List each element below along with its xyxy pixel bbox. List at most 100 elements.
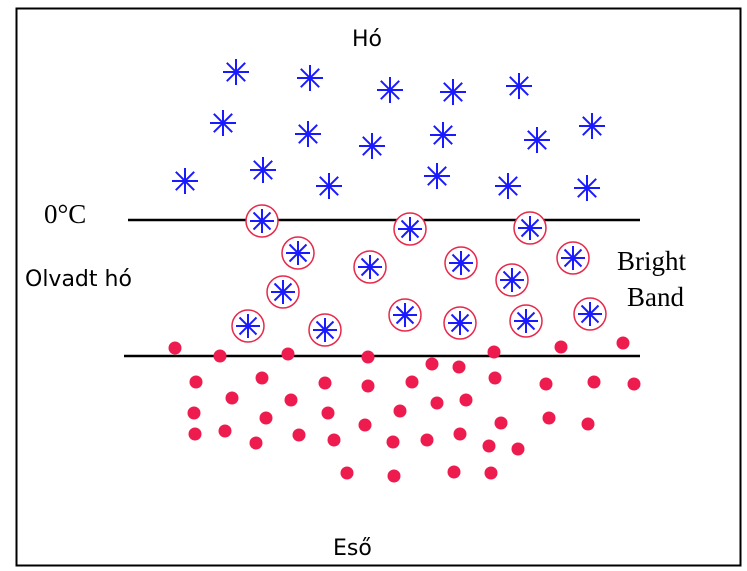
snowflake [358, 255, 382, 279]
snowflake [579, 113, 605, 139]
snowflake [271, 280, 295, 304]
particles [168, 59, 641, 483]
raindrop [361, 350, 375, 364]
snowflake-arm [380, 80, 400, 100]
snowflake [359, 133, 385, 159]
snowflake-arm [450, 313, 470, 333]
raindrop [425, 357, 439, 371]
snowflake [313, 318, 337, 342]
frame [15, 7, 742, 567]
snowflake [377, 77, 403, 103]
snowflake-arm [498, 176, 518, 196]
raindrop [284, 393, 298, 407]
raindrop [218, 424, 232, 438]
snowflake [172, 168, 198, 194]
raindrop [292, 428, 306, 442]
snowflake-arm [509, 76, 529, 96]
snowflake-arm [360, 257, 380, 277]
snowflake-arm [252, 211, 272, 231]
raindrop [459, 393, 473, 407]
raindrop [487, 345, 501, 359]
raindrop [420, 433, 434, 447]
raindrop [616, 336, 630, 350]
snowflake-arm [516, 311, 536, 331]
snowflake-arm [427, 166, 447, 186]
snowflake [297, 65, 323, 91]
snowflake [398, 217, 422, 241]
snowflake-arm [563, 248, 583, 268]
snowflake [506, 73, 532, 99]
temperature-label: 0°C [44, 199, 86, 229]
snowflake-arm [253, 160, 273, 180]
snowflake [448, 311, 472, 335]
raindrop [281, 347, 295, 361]
snowflake [236, 314, 260, 338]
raindrop [318, 376, 332, 390]
raindrop [321, 406, 335, 420]
snowflake-arm [395, 305, 415, 325]
raindrop [581, 417, 595, 431]
raindrop [554, 340, 568, 354]
snowflake [223, 59, 249, 85]
snowflake-arm [582, 116, 602, 136]
raindrop [387, 469, 401, 483]
snowflake [561, 246, 585, 270]
raindrop [484, 466, 498, 480]
snowflake-arm [502, 270, 522, 290]
snowflake [524, 127, 550, 153]
raindrop [627, 377, 641, 391]
snowflake-arm [577, 178, 597, 198]
snowflake-arm [315, 320, 335, 340]
raindrop [189, 375, 203, 389]
snowflake [316, 173, 342, 199]
melting-label: Olvadt hó [25, 267, 132, 292]
snowflake-arm [175, 171, 195, 191]
snowflake [440, 79, 466, 105]
snowflake [286, 241, 310, 265]
raindrop [340, 466, 354, 480]
raindrop [482, 439, 496, 453]
snowflake-arm [527, 130, 547, 150]
raindrop [488, 371, 502, 385]
rain-label: Eső [333, 536, 372, 561]
raindrop [259, 411, 273, 425]
snowflake-arm [213, 113, 233, 133]
snowflake-arm [433, 125, 453, 145]
snowflake [250, 157, 276, 183]
raindrop [587, 375, 601, 389]
raindrop [494, 416, 508, 430]
snowflake-arm [288, 243, 308, 263]
raindrop [213, 349, 227, 363]
snowflake-arm [580, 304, 600, 324]
raindrop [453, 427, 467, 441]
snowflake [449, 251, 473, 275]
raindrop [249, 436, 263, 450]
snowflake [574, 175, 600, 201]
snowflake [518, 216, 542, 240]
bright-band-label: Bright [617, 246, 687, 276]
raindrop [393, 404, 407, 418]
raindrop [452, 360, 466, 374]
raindrop [386, 435, 400, 449]
raindrop [225, 391, 239, 405]
snowflake [495, 173, 521, 199]
snowflake-arm [400, 219, 420, 239]
snow-label: Hó [352, 27, 382, 52]
snowflake-arm [298, 124, 318, 144]
raindrop [327, 433, 341, 447]
snowflake [393, 303, 417, 327]
snowflake [514, 309, 538, 333]
snowflake [295, 121, 321, 147]
raindrop [361, 379, 375, 393]
snowflake [210, 110, 236, 136]
snowflake-arm [273, 282, 293, 302]
snowflake-arm [300, 68, 320, 88]
snowflake-arm [443, 82, 463, 102]
raindrop [187, 406, 201, 420]
snowflake-arm [520, 218, 540, 238]
raindrop [358, 418, 372, 432]
snowflake [500, 268, 524, 292]
bright-band-label: Band [627, 282, 684, 312]
